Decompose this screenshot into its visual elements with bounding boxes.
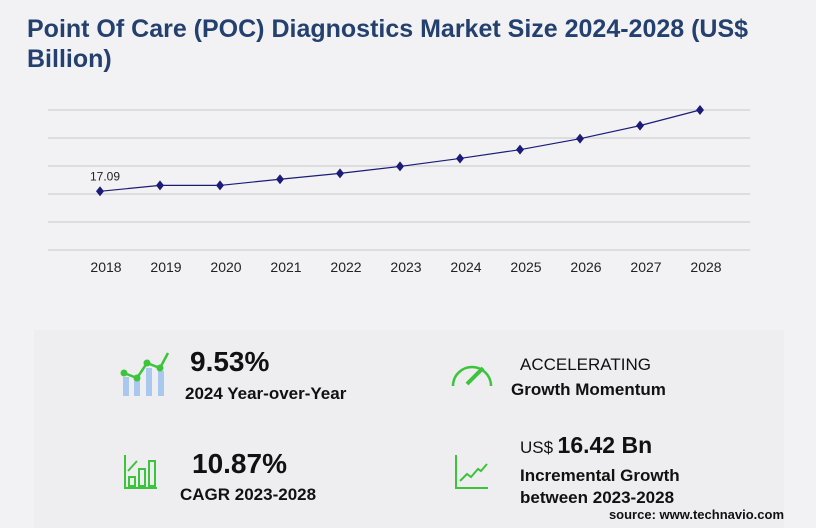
x-tick-label: 2022 [330,259,361,275]
series-line [99,109,701,192]
x-tick-label: 2025 [510,259,541,275]
currency-prefix: US$ [520,438,554,457]
incremental-value: US$ 16.42 Bn [520,432,652,459]
incremental-amount: 16.42 Bn [557,432,653,458]
data-point [96,186,104,197]
data-point [216,180,224,191]
x-tick-label: 2018 [90,259,121,275]
incremental-label-2: between 2023-2028 [520,488,675,507]
growth-bar-chart-icon [120,352,170,396]
data-point [336,168,344,179]
momentum-label: Growth Momentum [511,380,666,399]
x-tick-label: 2021 [270,259,301,275]
x-tick-label: 2020 [210,259,241,275]
cagr-value: 10.87% [192,448,287,479]
yoy-label: 2024 Year-over-Year [185,384,347,403]
momentum-value: ACCELERATING [520,355,651,374]
trend-up-icon [455,455,488,489]
data-point [636,120,644,131]
source-text: source: www.technavio.com [608,507,784,522]
data-point [516,144,524,155]
incremental-label-1: Incremental Growth [520,466,680,485]
data-point [396,161,404,172]
data-point [456,153,464,164]
data-point [156,180,164,191]
cagr-label: CAGR 2023-2028 [180,485,317,504]
chart-title: Point Of Care (POC) Diagnostics Market S… [27,15,749,73]
data-point [696,105,704,115]
x-tick-label: 2027 [630,259,661,275]
x-tick-label: 2028 [690,259,721,275]
bar-growth-icon [124,455,157,489]
data-point [276,174,284,185]
x-tick-label: 2024 [450,259,481,275]
x-tick-label: 2026 [570,259,601,275]
x-tick-label: 2019 [150,259,181,275]
speedometer-icon [451,365,493,387]
data-label: 17.09 [90,169,120,183]
data-point [576,133,584,144]
x-tick-label: 2023 [390,259,421,275]
line-chart: 2018 17.09 2019 2020 2021 2022 2023 2024 2025 202… [48,105,750,275]
yoy-value: 9.53% [190,346,270,377]
stats-panel [34,330,784,528]
